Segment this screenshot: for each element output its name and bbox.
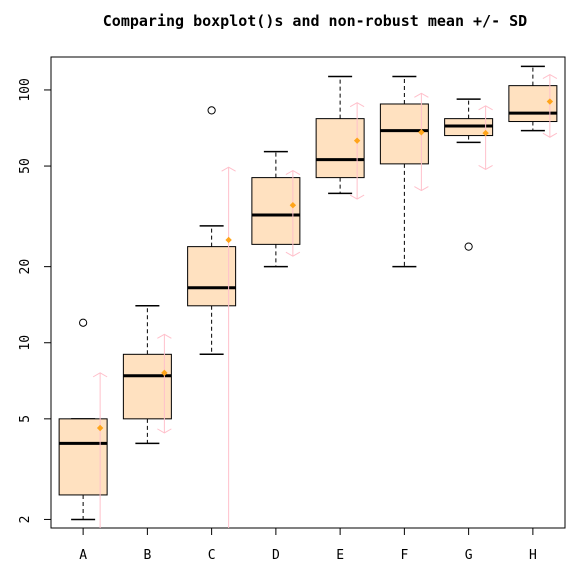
box-group-G <box>444 98 494 251</box>
box-group-B <box>122 305 172 445</box>
x-axis: A B C D E F G H <box>79 528 537 563</box>
sd-lower-head <box>349 194 365 200</box>
sd-upper-head <box>478 105 493 111</box>
mean-point <box>161 369 168 377</box>
y-axis: 2 5 10 20 50 100 <box>18 78 51 523</box>
x-tick-label: C <box>208 548 216 563</box>
box-iqr <box>315 118 365 179</box>
outlier-point <box>207 106 216 115</box>
sd-upper-head <box>542 74 558 80</box>
box-group-D <box>251 150 301 268</box>
mean-point <box>482 129 489 137</box>
mean-sd-group-G <box>478 105 493 170</box>
x-tick-label: F <box>400 548 408 563</box>
mean-point <box>96 424 104 432</box>
mean-sd-series <box>92 74 558 528</box>
x-tick-label: B <box>143 548 151 563</box>
box-series <box>58 65 558 521</box>
outlier-point <box>464 242 473 251</box>
sd-lower-head <box>414 186 429 192</box>
sd-lower-head <box>285 251 301 257</box>
x-tick-label: A <box>79 548 87 563</box>
mean-sd-group-C <box>221 166 236 528</box>
mean-point <box>418 129 425 136</box>
y-tick-label: 50 <box>18 158 33 174</box>
mean-point <box>353 137 361 144</box>
sd-lower-head <box>542 132 558 138</box>
mean-sd-group-B <box>157 333 172 434</box>
mean-sd-group-E <box>349 102 365 200</box>
sd-upper-head <box>92 372 108 378</box>
mean-point <box>289 202 297 209</box>
box-iqr <box>187 246 237 307</box>
mean-sd-group-H <box>542 74 558 138</box>
box-group-E <box>315 75 365 195</box>
mean-sd-group-A <box>92 372 108 528</box>
x-tick-label: G <box>465 548 473 563</box>
box-iqr <box>251 177 301 245</box>
box-iqr <box>58 418 108 496</box>
mean-sd-group-D <box>285 169 301 257</box>
plot-frame <box>50 56 566 529</box>
y-tick-label: 10 <box>18 335 33 351</box>
sd-upper-head <box>414 92 429 98</box>
sd-upper-head <box>285 169 301 175</box>
sd-lower-head <box>478 164 493 170</box>
x-tick-label: D <box>272 548 280 563</box>
y-tick-label: 100 <box>18 78 33 101</box>
mean-sd-group-F <box>414 92 429 192</box>
sd-upper-head <box>221 166 236 172</box>
x-tick-label: H <box>529 548 537 563</box>
y-tick-label: 20 <box>18 259 33 275</box>
mean-point <box>546 98 554 105</box>
y-tick-label: 2 <box>18 516 33 524</box>
box-group-A <box>58 318 108 521</box>
sd-upper-head <box>349 102 365 108</box>
y-tick-label: 5 <box>18 415 33 423</box>
outlier-point <box>79 318 88 327</box>
sd-lower-head <box>157 428 172 434</box>
box-iqr <box>122 353 172 420</box>
sd-upper-head <box>157 333 172 339</box>
box-group-C <box>187 106 237 356</box>
x-tick-label: E <box>336 548 344 563</box>
mean-point <box>225 236 232 244</box>
chart-title: Comparing boxplot()s and non-robust mean… <box>103 12 527 30</box>
